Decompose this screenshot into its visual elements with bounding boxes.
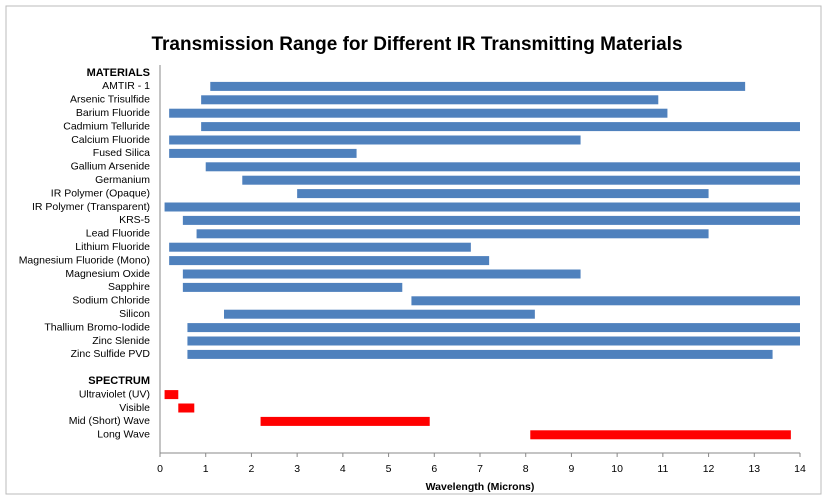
range-bar bbox=[164, 202, 801, 212]
x-tick-label: 9 bbox=[569, 463, 575, 475]
category-label: Lead Fluoride bbox=[86, 228, 150, 240]
category-label: Arsenic Trisulfide bbox=[70, 94, 150, 106]
category-label: Zinc Slenide bbox=[92, 335, 150, 347]
x-axis-title: Wavelength (Microns) bbox=[426, 481, 535, 493]
category-label: Thallium Bromo-Iodide bbox=[44, 321, 150, 333]
category-label: KRS-5 bbox=[119, 214, 150, 226]
range-bar bbox=[182, 282, 403, 292]
range-bar bbox=[182, 269, 581, 279]
category-label: Ultraviolet (UV) bbox=[79, 388, 150, 400]
range-bar bbox=[224, 309, 535, 319]
x-tick-label: 7 bbox=[477, 463, 483, 475]
category-label: Gallium Arsenide bbox=[71, 161, 151, 173]
range-bar bbox=[169, 135, 581, 145]
range-bar bbox=[169, 108, 668, 118]
x-tick-label: 12 bbox=[703, 463, 715, 475]
range-bar bbox=[187, 349, 773, 359]
range-bar bbox=[205, 162, 800, 172]
x-tick-label: 1 bbox=[203, 463, 209, 475]
category-label: Mid (Short) Wave bbox=[69, 415, 150, 427]
group-label: MATERIALS bbox=[87, 67, 150, 79]
category-label: Fused Silica bbox=[93, 147, 150, 159]
range-bar bbox=[210, 81, 746, 91]
category-label: Sapphire bbox=[108, 281, 150, 293]
x-tick-label: 0 bbox=[157, 463, 163, 475]
category-label: Germanium bbox=[95, 174, 150, 186]
range-bar bbox=[260, 416, 430, 426]
x-tick-label: 2 bbox=[249, 463, 255, 475]
range-bar bbox=[169, 242, 471, 252]
category-label: Sodium Chloride bbox=[72, 295, 150, 307]
category-label: Barium Fluoride bbox=[76, 107, 150, 119]
x-tick-label: 13 bbox=[748, 463, 760, 475]
category-label: AMTIR - 1 bbox=[102, 80, 150, 92]
x-tick-label: 8 bbox=[523, 463, 529, 475]
range-bar bbox=[169, 148, 357, 158]
range-bar bbox=[182, 215, 800, 225]
category-label: Calcium Fluoride bbox=[71, 134, 150, 146]
category-label: Long Wave bbox=[97, 429, 150, 441]
range-bar bbox=[201, 95, 659, 105]
group-label: SPECTRUM bbox=[88, 375, 150, 387]
range-bar bbox=[178, 403, 195, 413]
x-tick-label: 14 bbox=[794, 463, 806, 475]
category-label: IR Polymer (Opaque) bbox=[51, 187, 150, 199]
range-bar bbox=[187, 336, 800, 346]
category-label: Magnesium Fluoride (Mono) bbox=[19, 254, 150, 266]
category-label: Visible bbox=[119, 402, 150, 414]
range-bar bbox=[196, 229, 709, 239]
x-tick-label: 6 bbox=[431, 463, 437, 475]
x-tick-label: 4 bbox=[340, 463, 346, 475]
x-tick-label: 11 bbox=[657, 463, 668, 475]
range-bar bbox=[169, 256, 490, 266]
category-label: Silicon bbox=[119, 308, 150, 320]
range-bar bbox=[297, 189, 709, 199]
range-bar bbox=[164, 390, 179, 400]
category-label: Lithium Fluoride bbox=[75, 241, 150, 253]
range-bar bbox=[530, 430, 791, 440]
category-label: Cadmium Telluride bbox=[63, 120, 150, 132]
category-label: Magnesium Oxide bbox=[65, 268, 150, 280]
range-bar bbox=[201, 122, 801, 132]
x-tick-label: 5 bbox=[386, 463, 392, 475]
x-tick-label: 3 bbox=[294, 463, 300, 475]
x-tick-label: 10 bbox=[611, 463, 623, 475]
range-bar bbox=[187, 323, 800, 333]
chart-title: Transmission Range for Different IR Tran… bbox=[151, 34, 682, 55]
category-label: IR Polymer (Transparent) bbox=[32, 201, 150, 213]
range-bar bbox=[242, 175, 801, 185]
range-bar bbox=[411, 296, 800, 306]
category-label: Zinc Sulfide PVD bbox=[71, 348, 151, 360]
